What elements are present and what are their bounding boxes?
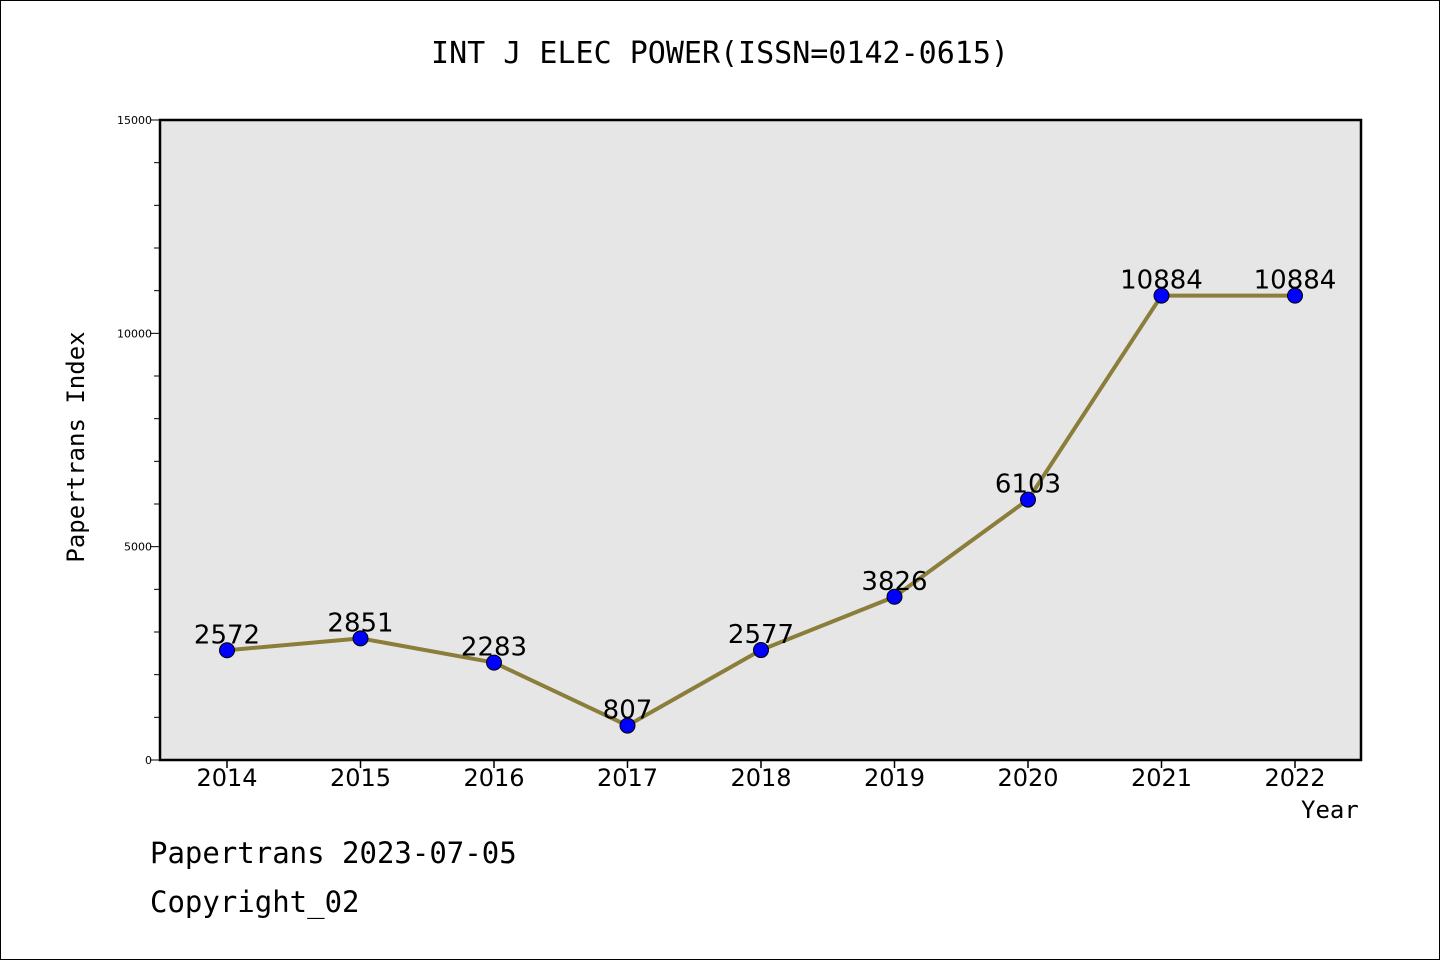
x-tick-label: 2018 (730, 764, 791, 792)
y-tick-label: 0 (145, 754, 152, 767)
data-label: 2851 (327, 608, 393, 638)
data-point (1020, 491, 1036, 508)
data-point (352, 630, 369, 647)
y-tick-label: 15000 (117, 114, 152, 127)
data-point (1153, 287, 1170, 304)
x-tick-label: 2015 (330, 764, 391, 792)
data-label: 2577 (728, 620, 794, 650)
y-tick-label: 5000 (124, 541, 152, 554)
data-label: 2283 (461, 633, 527, 663)
data-point (886, 588, 903, 605)
data-label: 10884 (1254, 266, 1337, 296)
data-label: 2572 (194, 620, 260, 650)
x-tick-label: 2014 (196, 764, 257, 792)
x-tick-label: 2019 (864, 764, 925, 792)
data-point (219, 642, 235, 659)
chart-title: INT J ELEC POWER(ISSN=0142-0615) (431, 36, 1009, 71)
x-tick-label: 2017 (597, 764, 658, 792)
data-point (1287, 287, 1303, 304)
y-tick-label: 10000 (117, 327, 152, 340)
footer-date: Papertrans 2023-07-05 (150, 836, 517, 870)
x-tick-label: 2016 (463, 764, 524, 792)
data-label: 10884 (1120, 266, 1203, 296)
data-label: 3826 (861, 567, 927, 597)
x-tick-label: 2022 (1264, 764, 1325, 792)
data-label: 807 (603, 696, 653, 726)
x-tick-label: 2020 (997, 764, 1058, 792)
data-label: 6103 (995, 470, 1061, 500)
footer-copyright: Copyright_02 (150, 885, 360, 919)
x-axis-label: Year (1301, 796, 1359, 824)
data-point (619, 717, 636, 734)
data-point (753, 642, 769, 659)
x-tick-label: 2021 (1131, 764, 1192, 792)
plot-area (158, 118, 1363, 762)
data-point (486, 654, 502, 671)
